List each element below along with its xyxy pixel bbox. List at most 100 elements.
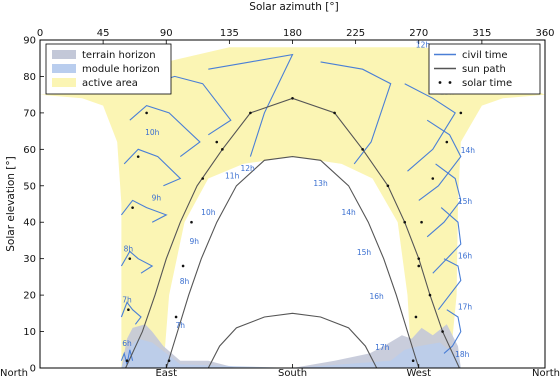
- hour-label: 17h: [458, 303, 473, 312]
- top-tick-label: 135: [220, 28, 239, 39]
- y-tick-label: 50: [23, 181, 36, 192]
- solar-time-point: [333, 111, 336, 115]
- y-tick-label: 70: [23, 108, 36, 119]
- top-tick-label: 270: [409, 28, 428, 39]
- hour-label: 16h: [458, 252, 473, 261]
- bottom-tick-label: North: [0, 368, 28, 378]
- hour-label: 7h: [176, 321, 186, 330]
- solar-time-point: [128, 257, 132, 260]
- hour-label: 15h: [357, 248, 372, 257]
- x-axis-title-top: Solar azimuth [°]: [249, 1, 338, 13]
- y-axis-title: Solar elevation [°]: [5, 156, 17, 251]
- top-tick-label: 225: [346, 28, 365, 39]
- civil-time-curve-14: [443, 309, 462, 354]
- axis-ticks: 0 45 90 135 180 225 270 315 360 North East South Wes…: [0, 28, 560, 379]
- civil-time-curve-11: [426, 163, 462, 238]
- hour-label: 8h: [124, 244, 134, 253]
- solar-time-point: [361, 148, 364, 151]
- legend-left: terrain horizon module horizon active area: [45, 43, 172, 95]
- hour-label: 6h: [122, 339, 132, 348]
- solar-time-point: [445, 140, 449, 144]
- solar-time-point: [145, 111, 148, 115]
- plot-area: [40, 47, 545, 368]
- legend-label: civil time: [462, 50, 508, 61]
- hour-label: 10h: [145, 128, 160, 137]
- solar-time-point: [215, 140, 219, 144]
- legend-marker: [438, 81, 442, 84]
- solar-time-point: [441, 330, 444, 333]
- hour-label: 14h: [341, 208, 356, 217]
- solar-time-point: [417, 257, 421, 260]
- bottom-tick-label: South: [278, 368, 307, 378]
- solar-time-point: [414, 315, 418, 319]
- module-horizon-area: [121, 338, 461, 368]
- y-tick-label: 90: [23, 36, 36, 47]
- y-tick-label: 80: [23, 72, 36, 83]
- solar-time-point: [181, 264, 185, 268]
- legend-label: terrain horizon: [82, 50, 156, 61]
- civil-time-curve-3: [120, 199, 168, 223]
- civil-time-curve-8: [320, 61, 392, 165]
- y-tick-label: 40: [23, 218, 36, 229]
- hour-label: 14h: [461, 146, 476, 155]
- hour-label: 9h: [190, 237, 200, 246]
- bottom-tick-label: West: [406, 368, 431, 378]
- solar-time-point: [249, 111, 252, 115]
- solar-time-point: [459, 111, 463, 115]
- hour-label: 17h: [375, 343, 390, 352]
- top-tick-label: 360: [535, 28, 554, 39]
- civil-time-curve-4: [123, 148, 182, 187]
- solar-time-point: [127, 308, 130, 311]
- civil-time-curve-10: [418, 119, 462, 201]
- hour-label: 18h: [455, 350, 470, 359]
- sun-path-equinox: [165, 156, 420, 368]
- y-tick-label: 60: [23, 145, 36, 156]
- active-area: [40, 47, 545, 368]
- solar-time-point: [431, 177, 435, 180]
- hour-label: 10h: [201, 208, 216, 217]
- top-tick-label: 45: [97, 28, 110, 39]
- solar-time-point: [136, 155, 140, 158]
- solar-time-point: [125, 359, 129, 363]
- solar-time-point: [174, 315, 178, 319]
- sun-path-winter: [207, 312, 378, 368]
- civil-time-curve-1: [120, 301, 142, 325]
- civil-time-curve-5: [129, 104, 201, 158]
- legend-label: solar time: [462, 78, 512, 89]
- hour-label: 11h: [225, 171, 240, 180]
- solar-time-point: [201, 177, 205, 180]
- hour-label: 12h: [240, 164, 255, 173]
- top-tick-label: 0: [37, 28, 43, 39]
- legend-swatch: [52, 64, 76, 73]
- solar-time-point: [291, 97, 294, 100]
- solar-time-point: [420, 220, 423, 224]
- top-tick-label: 90: [160, 28, 173, 39]
- terrain-horizon-area: [121, 324, 461, 368]
- hour-label: 15h: [458, 197, 473, 206]
- legend-label: module horizon: [82, 64, 160, 75]
- top-tick-label: 180: [283, 28, 302, 39]
- hour-label: 7h: [122, 295, 132, 304]
- y-tick-label: 0: [30, 364, 36, 375]
- legend-swatch: [52, 50, 76, 59]
- hour-label: 8h: [180, 277, 190, 286]
- hour-label: 12h: [416, 40, 431, 49]
- y-tick-label: 20: [23, 291, 36, 302]
- solar-time-point: [167, 359, 171, 363]
- solar-time-point: [131, 206, 134, 209]
- solar-time-point: [411, 359, 415, 363]
- hour-label: 9h: [152, 193, 162, 202]
- legend-marker: [448, 81, 452, 84]
- civil-time-curve-2: [120, 250, 154, 274]
- civil-time-curve-9: [404, 83, 456, 172]
- solar-time-point: [221, 148, 224, 151]
- legend-swatch: [52, 78, 76, 87]
- top-tick-label: 315: [472, 28, 491, 39]
- legend-label: active area: [82, 78, 138, 89]
- civil-time-curve-13: [437, 258, 462, 311]
- civil-time-curve-7: [208, 53, 294, 157]
- civil-time-curve-12: [432, 207, 462, 274]
- solar-time-point: [190, 220, 193, 224]
- hour-label: 13h: [313, 179, 328, 188]
